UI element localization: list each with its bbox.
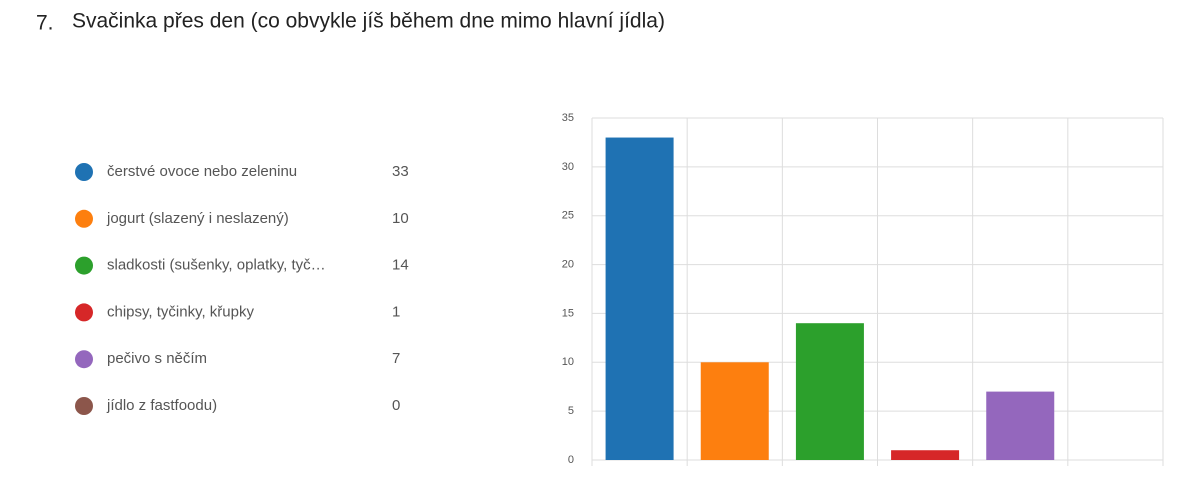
y-tick-label: 30 <box>562 161 574 173</box>
legend-count: 14 <box>392 257 409 274</box>
legend-count: 0 <box>392 397 400 414</box>
y-tick-label: 10 <box>562 356 574 368</box>
legend-label: pečivo s něčím <box>107 350 207 367</box>
legend-count: 10 <box>392 210 409 227</box>
legend-count: 7 <box>392 350 400 367</box>
legend-marker <box>75 303 93 322</box>
y-tick-label: 0 <box>568 454 574 466</box>
bar <box>795 323 864 460</box>
question-number: 7. <box>36 12 54 35</box>
legend-label: jogurt (slazený i neslazený) <box>106 210 289 227</box>
legend-marker <box>75 256 93 275</box>
bar <box>986 391 1055 460</box>
legend-marker <box>75 397 93 415</box>
y-tick-label: 35 <box>562 112 574 124</box>
legend-label: chipsy, tyčinky, křupky <box>107 303 254 320</box>
legend-marker <box>75 350 93 369</box>
y-tick-label: 25 <box>562 210 574 222</box>
bar <box>891 450 960 460</box>
legend-marker <box>75 163 93 181</box>
y-tick-label: 15 <box>562 307 574 319</box>
legend-count: 33 <box>392 163 409 180</box>
legend-marker <box>75 209 93 228</box>
legend-label: jídlo z fastfoodu) <box>106 397 217 414</box>
bar <box>700 362 769 460</box>
question-title: Svačinka přes den (co obvykle jíš během … <box>72 10 665 33</box>
legend-label: sladkosti (sušenky, oplatky, tyč… <box>107 257 326 274</box>
legend-count: 1 <box>392 303 400 320</box>
y-tick-label: 5 <box>568 405 574 417</box>
bar <box>605 137 674 461</box>
y-tick-label: 20 <box>562 258 574 270</box>
legend-label: čerstvé ovoce nebo zeleninu <box>107 163 297 180</box>
